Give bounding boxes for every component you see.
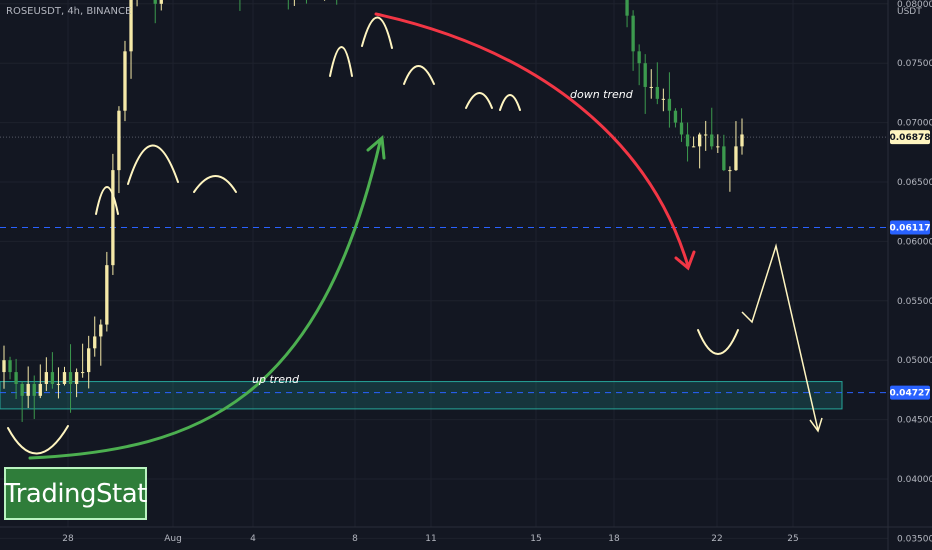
price-tick-label: 0.08000 — [897, 0, 932, 10]
candle-body — [661, 98, 666, 100]
candle-body — [673, 110, 678, 123]
grid-lines — [0, 0, 888, 539]
candle-body — [697, 134, 702, 147]
price-tick-label: 0.03500 — [897, 534, 932, 544]
time-tick-label: 18 — [608, 534, 620, 544]
current-price-badge — [890, 130, 930, 145]
candle-body — [32, 383, 36, 396]
candle-body — [159, 0, 163, 4]
candle-body — [99, 324, 103, 337]
time-tick-label: 28 — [62, 534, 74, 544]
candle-body — [740, 134, 744, 147]
time-axis-ticks: 28 Aug 4 8 11 15 18 22 25 — [62, 534, 798, 544]
projection-path — [741, 243, 823, 433]
candle-body — [44, 372, 49, 384]
logo-text: TradingStat — [4, 478, 147, 509]
candle-body — [123, 51, 127, 111]
candle-body — [50, 372, 55, 384]
time-tick-label: 22 — [711, 534, 722, 544]
time-tick-label: 11 — [425, 534, 436, 544]
pattern-arcs — [7, 16, 739, 455]
support-bottom-badge-label: 0.04727 — [890, 389, 931, 399]
time-tick-label: 4 — [250, 534, 256, 544]
candle-body — [68, 372, 73, 384]
price-axis-unit: USDT — [897, 7, 922, 17]
candle-body — [722, 146, 726, 171]
price-level-lines — [0, 136, 888, 394]
candle-body — [62, 372, 67, 384]
candle-body — [734, 146, 738, 171]
time-tick-label: 15 — [530, 534, 541, 544]
candle-body — [643, 63, 647, 87]
time-tick-label: Aug — [164, 534, 182, 544]
candle-body — [685, 134, 690, 147]
candle-body — [704, 134, 708, 136]
candle-body — [625, 0, 629, 16]
candle-body — [111, 170, 115, 266]
symbol-title: ROSEUSDT, 4h, BINANCE — [6, 6, 132, 17]
candle-body — [38, 383, 42, 396]
price-tick-label: 0.05500 — [897, 297, 932, 307]
candle-body — [80, 372, 85, 374]
price-tick-label: 0.07500 — [897, 59, 932, 69]
candle-body — [679, 122, 684, 135]
candle-body — [716, 146, 720, 148]
price-tick-label: 0.04000 — [897, 475, 932, 485]
candle-body — [8, 360, 12, 373]
candle-body — [2, 360, 6, 373]
candle-body — [93, 336, 97, 349]
support-box — [0, 381, 843, 410]
time-tick-label: 8 — [352, 534, 358, 544]
uptrend-arrow — [28, 134, 386, 460]
price-tick-label: 0.05000 — [897, 356, 932, 366]
candle-body — [129, 0, 133, 52]
time-axis: 28 Aug 4 8 11 15 18 22 25 — [0, 526, 932, 544]
support-bottom-badge — [890, 385, 930, 400]
candle-body — [105, 265, 109, 325]
up-trend-label: up trend — [252, 373, 300, 386]
candle-body — [26, 383, 30, 396]
tradingstat-logo: TradingStat — [4, 467, 147, 520]
candle-body — [710, 134, 714, 147]
support-mid-badge — [890, 220, 930, 235]
candlestick-series — [2, 0, 744, 422]
support-mid-badge-label: 0.06117 — [890, 224, 931, 234]
candle-body — [667, 98, 672, 111]
down-trend-label: down trend — [570, 88, 634, 101]
price-tick-label: 0.04500 — [897, 416, 932, 426]
price-zones — [0, 381, 843, 410]
price-axis-ticks: 0.03500 0.04000 0.04500 0.05000 0.05500 0.060… — [897, 0, 932, 544]
price-tick-label: 0.06500 — [897, 178, 932, 188]
price-tick-label: 0.07000 — [897, 119, 932, 129]
candle-body — [655, 86, 659, 99]
candle-body — [637, 51, 641, 64]
candle-body — [14, 372, 18, 384]
candle-body — [117, 110, 121, 171]
candle-body — [74, 372, 79, 384]
candle-body — [153, 0, 157, 4]
price-axis: USDT 0.03500 0.04000 0.04500 0.05000 0.05500… — [887, 0, 932, 550]
candle-body — [649, 86, 653, 88]
price-tick-label: 0.06000 — [897, 237, 932, 247]
time-tick-label: 25 — [787, 534, 798, 544]
candle-body — [56, 383, 61, 385]
candle-body — [691, 146, 696, 148]
candle-body — [87, 348, 91, 373]
current-price-badge-label: 0.06878 — [890, 133, 931, 143]
downtrend-arrow — [374, 12, 696, 271]
candle-body — [20, 383, 24, 396]
candle-body — [728, 170, 732, 172]
candle-body — [631, 15, 635, 52]
